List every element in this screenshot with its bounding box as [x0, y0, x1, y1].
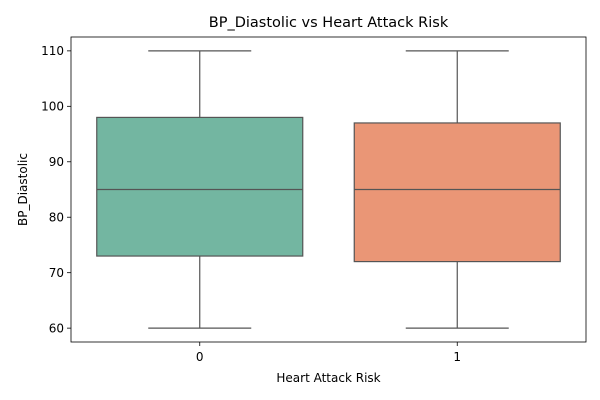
y-tick-label: 90	[49, 155, 64, 169]
y-tick-label: 70	[49, 266, 64, 280]
y-axis: 60 70 80 90 100 110	[41, 44, 71, 335]
plot-area	[96, 50, 561, 329]
y-tick-label: 110	[41, 44, 64, 58]
box-group-1	[353, 50, 561, 329]
y-tick-label: 80	[49, 211, 64, 225]
x-axis-label: Heart Attack Risk	[276, 371, 380, 385]
x-tick-label: 0	[196, 350, 204, 364]
y-tick-label: 100	[41, 100, 64, 114]
y-axis-label: BP_Diastolic	[16, 153, 30, 226]
y-tick-label: 60	[49, 321, 64, 335]
axes-frame	[70, 36, 587, 343]
chart-title: BP_Diastolic vs Heart Attack Risk	[209, 15, 449, 31]
x-tick-label: 1	[453, 350, 461, 364]
iqr-box	[96, 116, 304, 257]
iqr-box	[353, 122, 561, 263]
box-group-0	[96, 50, 304, 329]
